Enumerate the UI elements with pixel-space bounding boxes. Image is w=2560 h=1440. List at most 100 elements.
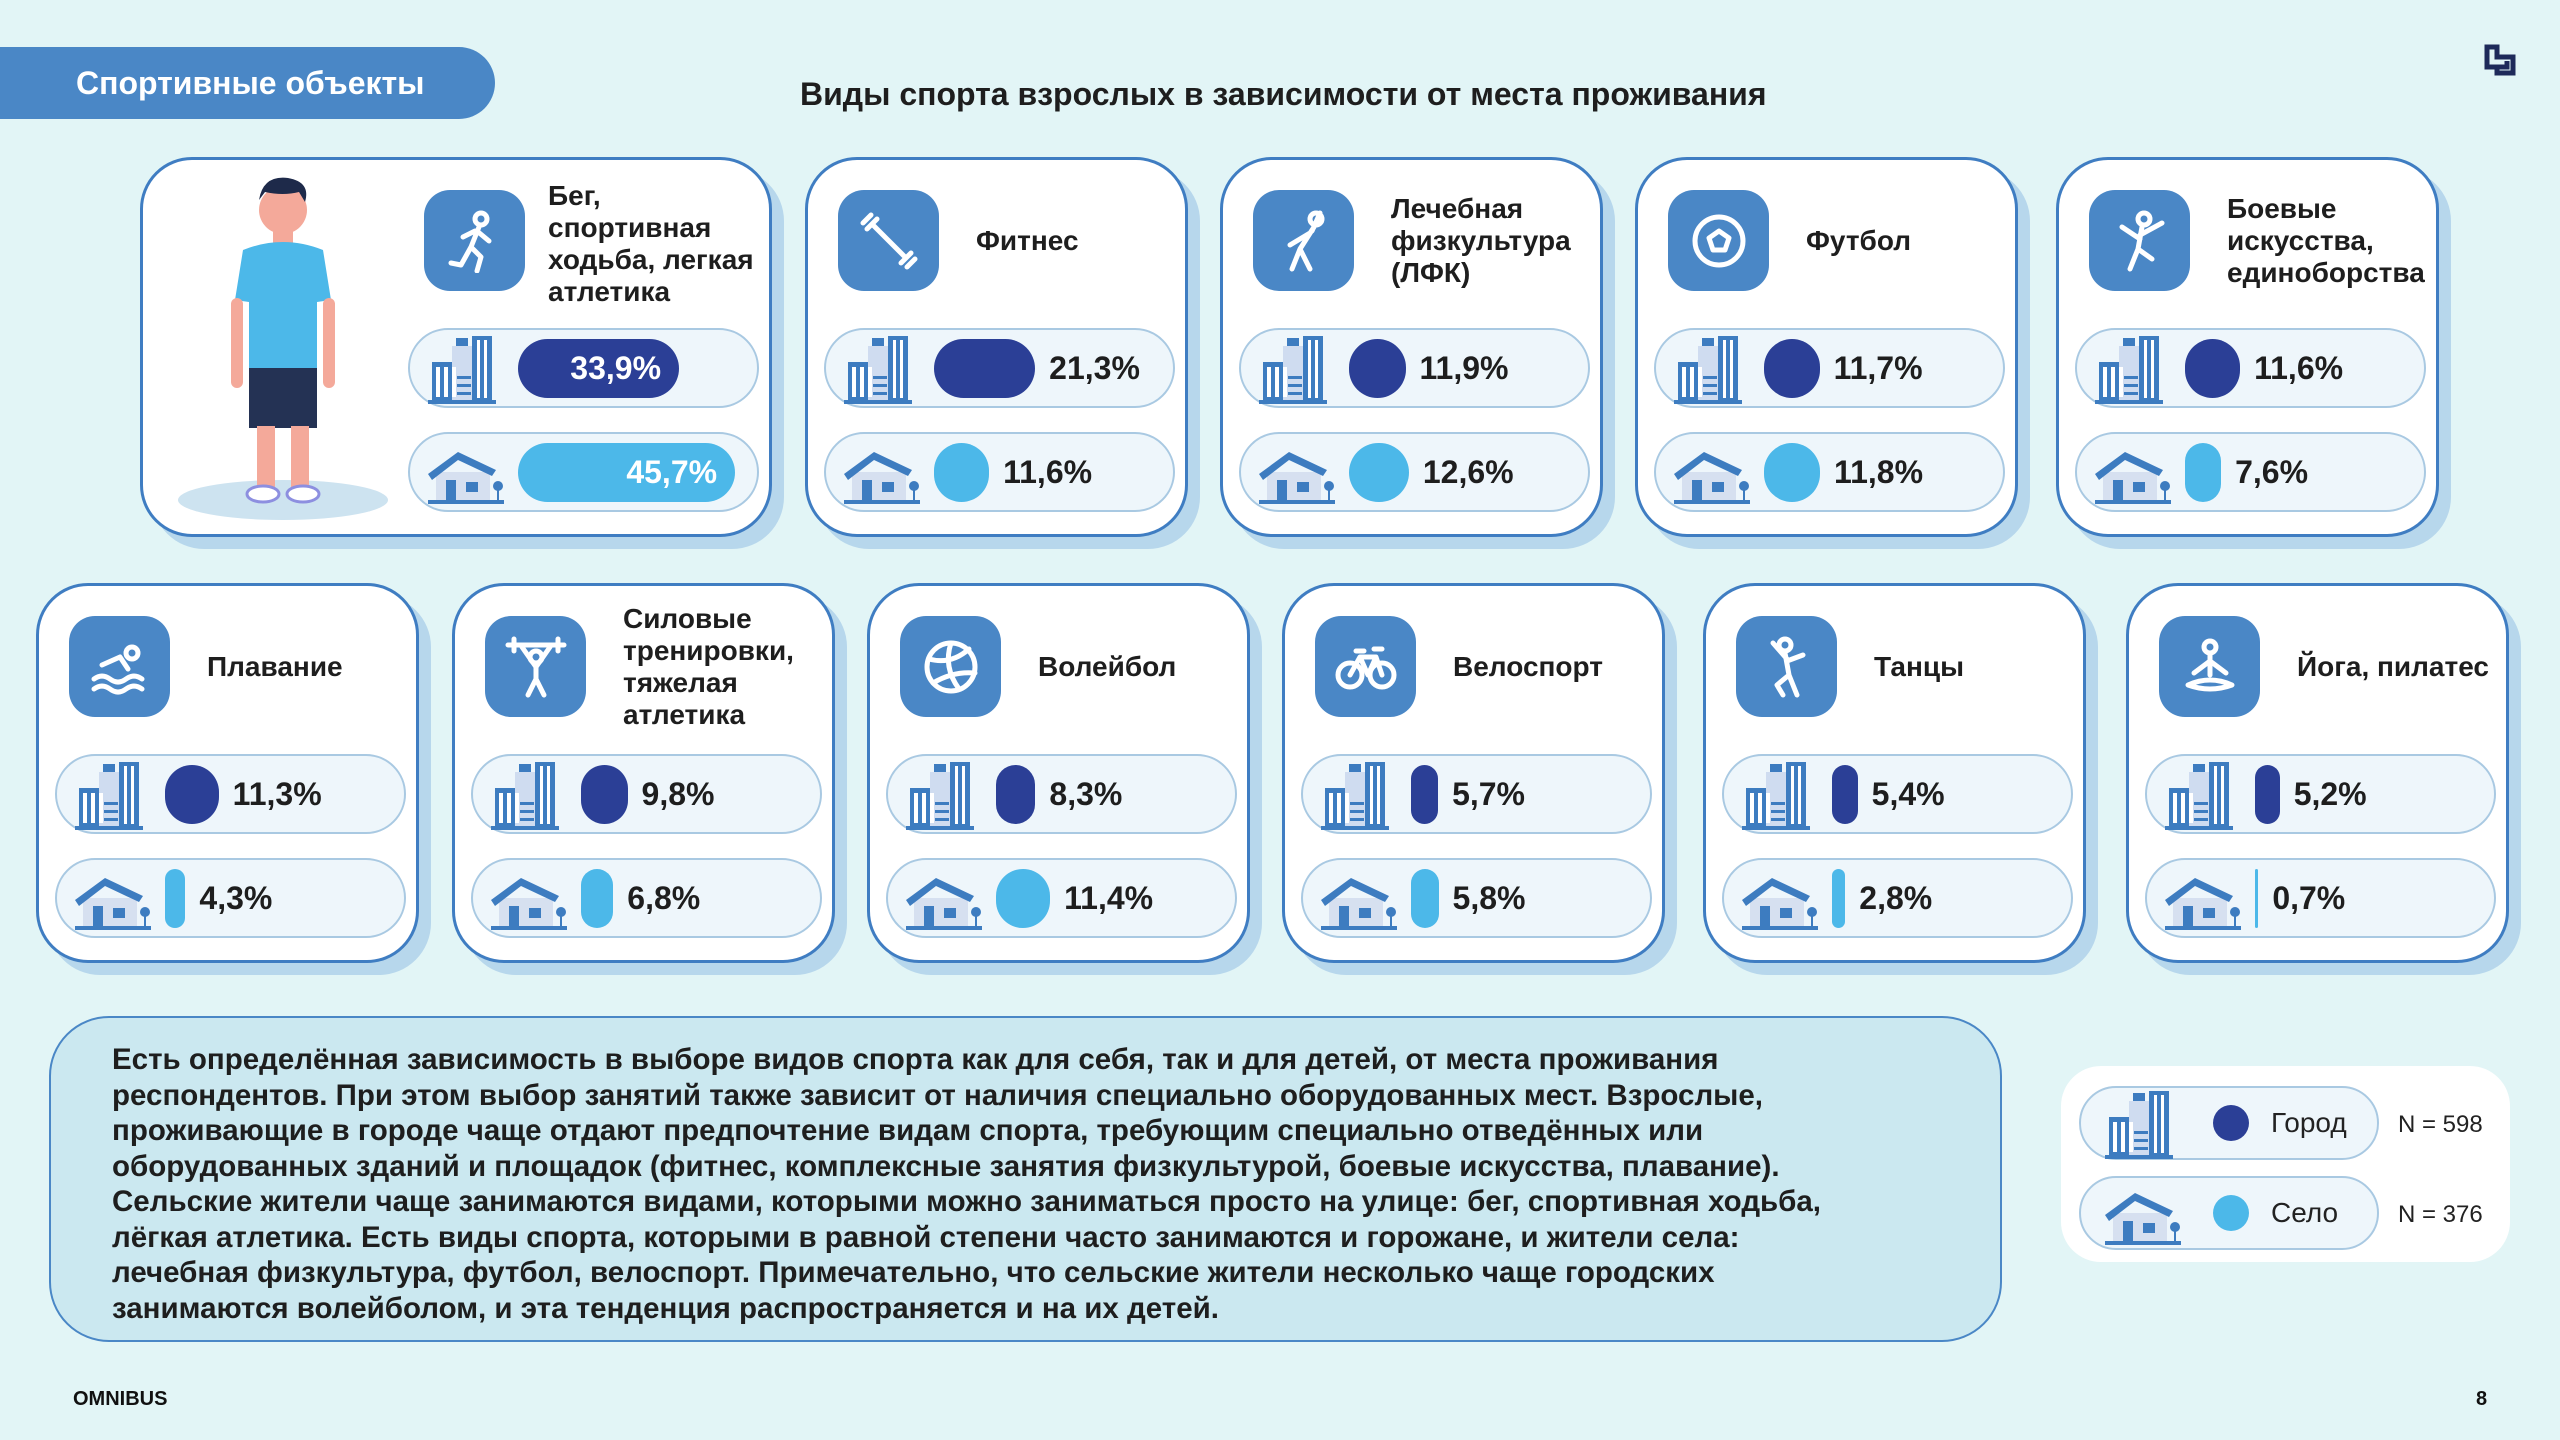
sport-card: Волейбол 8,3% 11,4% <box>867 583 1250 963</box>
sport-card: Фитнес 21,3% 11,6% <box>805 157 1188 537</box>
city-row: 11,3% <box>55 754 406 834</box>
city-buildings-icon <box>2095 336 2163 404</box>
village-value: 7,6% <box>2235 453 2309 490</box>
city-bar <box>934 338 1036 398</box>
village-house-icon <box>1321 878 1397 930</box>
sport-icon-box <box>1668 190 1769 291</box>
village-bar <box>1349 442 1409 502</box>
legend-village: Село <box>2079 1176 2379 1250</box>
city-row: 5,7% <box>1301 754 1652 834</box>
sport-title: Силовые тренировки, тяжелая атлетика <box>623 602 794 730</box>
village-house-icon <box>2165 878 2241 930</box>
sport-title: Йога, пилатес <box>2297 650 2489 682</box>
village-bar <box>2185 442 2222 502</box>
village-value: 4,3% <box>199 879 273 916</box>
city-value: 11,6% <box>2254 349 2344 386</box>
village-value: 6,8% <box>627 879 701 916</box>
village-bar <box>996 868 1051 928</box>
sport-card: Силовые тренировки, тяжелая атлетика 9,8%… <box>452 583 835 963</box>
legend-city: Город <box>2079 1086 2379 1160</box>
city-bar <box>2185 338 2241 398</box>
village-value: 11,6% <box>1003 453 1093 490</box>
village-bar <box>2255 868 2259 928</box>
city-value: 5,4% <box>1871 775 1945 812</box>
city-bar <box>1832 764 1858 824</box>
summary-line: проживающие в городе чаще отдают предпоч… <box>112 1114 1704 1147</box>
city-bar: 33,9% <box>518 338 680 398</box>
city-bar <box>2255 764 2280 824</box>
summary-line: Есть определённая зависимость в выборе в… <box>112 1043 1719 1076</box>
summary-line: Сельские жители чаще занимаются видами, … <box>112 1185 1821 1218</box>
village-row: 45,7% <box>408 432 759 512</box>
sport-icon-box <box>485 616 586 717</box>
village-house-icon <box>844 452 920 504</box>
village-house-icon <box>491 878 567 930</box>
city-row: 9,8% <box>471 754 822 834</box>
village-bar: 45,7% <box>518 442 736 502</box>
village-value: 5,8% <box>1452 879 1526 916</box>
summary-line: оборудованных зданий и площадок (фитнес,… <box>112 1149 1780 1183</box>
city-value: 9,8% <box>641 775 715 812</box>
village-bar <box>165 868 186 928</box>
sport-card: Бег, спортивная ходьба, легкая атлетика 3… <box>140 157 772 537</box>
sport-title: Футбол <box>1806 224 1912 256</box>
city-value: 11,9% <box>1419 349 1509 386</box>
city-buildings-icon <box>2105 1091 2173 1159</box>
city-value: 5,2% <box>2293 775 2367 812</box>
city-row: 5,4% <box>1722 754 2073 834</box>
sport-card: Йога, пилатес 5,2% 0,7% <box>2126 583 2509 963</box>
yoga-icon <box>2185 638 2234 691</box>
sport-card: Танцы 5,4% 2,8% <box>1703 583 2086 963</box>
village-value: 12,6% <box>1422 453 1514 490</box>
village-row: 6,8% <box>471 858 822 938</box>
sport-title: Фитнес <box>976 224 1079 256</box>
village-bar <box>1764 442 1821 502</box>
city-buildings-icon <box>906 762 974 830</box>
sport-icon-box <box>424 190 525 291</box>
village-value: 45,7% <box>626 453 718 490</box>
village-row: 11,6% <box>824 432 1175 512</box>
city-bar <box>1349 338 1406 398</box>
legend-city-label: Город <box>2271 1107 2347 1138</box>
sport-icon-box <box>1253 190 1354 291</box>
summary-line: лечебная физкультура, футбол, велоспорт.… <box>112 1256 1715 1289</box>
village-house-icon <box>2105 1193 2181 1245</box>
sport-title: Велоспорт <box>1453 650 1603 682</box>
summary-line: респондентов. При этом выбор занятий так… <box>112 1078 1763 1112</box>
city-value: 11,7% <box>1833 349 1923 386</box>
village-house-icon <box>1742 878 1818 930</box>
city-row: 8,3% <box>886 754 1237 834</box>
city-dot <box>2213 1105 2249 1141</box>
sport-title: Волейбол <box>1038 650 1177 682</box>
legend: Город N = 598 Село N = 376 <box>2061 1066 2510 1262</box>
city-value: 11,3% <box>232 775 322 812</box>
sport-card: Лечебная физкультура (ЛФК) 11,9% 12,6% <box>1220 157 1603 537</box>
sport-title: Бег, спортивная ходьба, легкая атлетика <box>548 180 754 307</box>
village-bar <box>934 442 990 502</box>
city-buildings-icon <box>2165 762 2233 830</box>
city-row: 11,6% <box>2075 328 2426 408</box>
sport-card: Велоспорт 5,7% 5,8% <box>1282 583 1665 963</box>
village-row: 0,7% <box>2145 858 2496 938</box>
city-buildings-icon <box>1321 762 1389 830</box>
sport-icon-box <box>900 616 1001 717</box>
village-bar <box>581 868 614 928</box>
city-buildings-icon <box>75 762 143 830</box>
village-house-icon <box>1674 452 1750 504</box>
village-row: 7,6% <box>2075 432 2426 512</box>
sport-icon-box <box>69 616 170 717</box>
city-buildings-icon <box>491 762 559 830</box>
village-house-icon <box>2095 452 2171 504</box>
martial-arts-icon <box>2119 210 2164 271</box>
page-title: Виды спорта взрослых в зависимости от ме… <box>800 76 1767 112</box>
city-value: 8,3% <box>1049 775 1123 812</box>
sport-card: Боевые искусства, единоборства 11,6% 7,6% <box>2056 157 2439 537</box>
village-row: 4,3% <box>55 858 406 938</box>
exercise-therapy-icon <box>1287 210 1324 271</box>
dance-icon <box>1770 636 1805 697</box>
city-value: 5,7% <box>1452 775 1525 812</box>
village-house-icon <box>75 878 151 930</box>
sport-card: Плавание 11,3% 4,3% <box>36 583 419 963</box>
page-number: 8 <box>2476 1388 2488 1410</box>
village-bar <box>1411 868 1439 928</box>
